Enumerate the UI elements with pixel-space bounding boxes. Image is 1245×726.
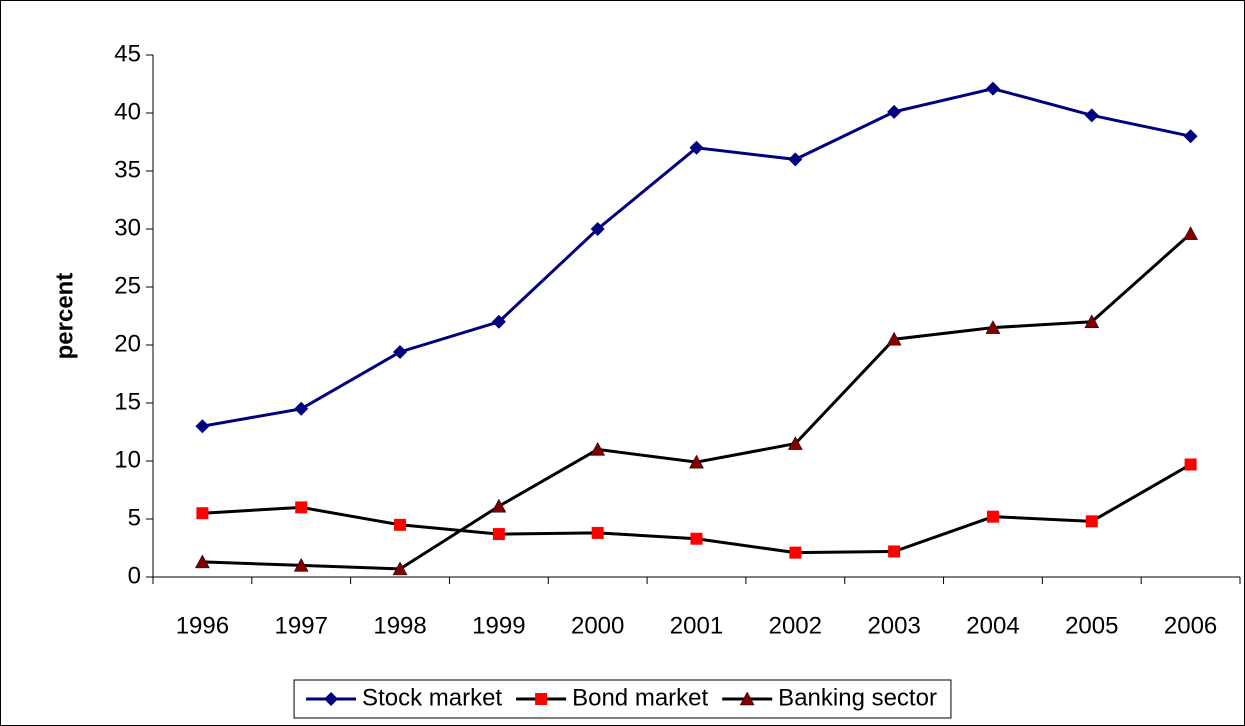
point [196,507,209,520]
y-tick-label: 40 [114,98,141,125]
point [887,104,902,119]
point [194,554,210,569]
point [739,691,755,706]
point [491,314,506,329]
point [787,436,803,450]
y-axis-label: percent [51,273,78,360]
y-tick-label: 45 [114,40,141,67]
point [1183,226,1199,240]
y-tick-label: 0 [128,562,141,589]
x-tick-label: 1998 [373,612,426,639]
y-tick-label: 20 [114,330,141,357]
x-tick-label: 2003 [867,612,920,639]
x-tick-label: 2006 [1164,612,1217,639]
legend-label: Bond market [572,684,708,711]
point [294,401,309,416]
point [689,454,704,469]
point [985,81,1000,96]
y-tick-label: 25 [114,272,141,299]
legend-box [293,679,952,719]
point [394,518,407,531]
point [888,545,901,558]
point [324,692,339,706]
point [295,501,308,514]
point [591,526,604,539]
point [1184,458,1197,471]
legend-label: Stock market [362,684,502,711]
point [886,331,902,346]
point [1084,314,1100,329]
point [392,561,408,576]
point [1085,515,1098,528]
point [491,498,507,513]
x-tick-label: 1997 [275,612,328,639]
x-tick-label: 2002 [769,612,822,639]
point [195,419,210,434]
point [1183,129,1198,144]
point [789,546,802,559]
point [492,528,505,541]
legend-label: Banking sector [778,684,937,711]
point [393,344,408,359]
point [590,222,605,236]
y-tick-label: 35 [114,156,141,183]
x-tick-label: 1999 [472,612,525,639]
x-tick-label: 2005 [1065,612,1118,639]
point [985,320,1001,334]
point [986,510,999,523]
x-tick-label: 1996 [176,612,229,639]
point [689,140,704,155]
point [788,152,803,167]
x-tick-label: 2001 [670,612,723,639]
point [1084,108,1099,123]
point [590,441,606,456]
y-tick-label: 15 [114,388,141,415]
point [690,532,703,545]
legend: Stock market Bond market Banking sector [293,679,952,719]
y-tick-label: 30 [114,214,141,241]
point [293,557,309,572]
point [535,693,548,705]
x-tick-label: 2004 [966,612,1019,639]
x-tick-label: 2000 [571,612,624,639]
y-tick-label: 10 [114,446,141,473]
y-tick-label: 5 [128,504,141,531]
